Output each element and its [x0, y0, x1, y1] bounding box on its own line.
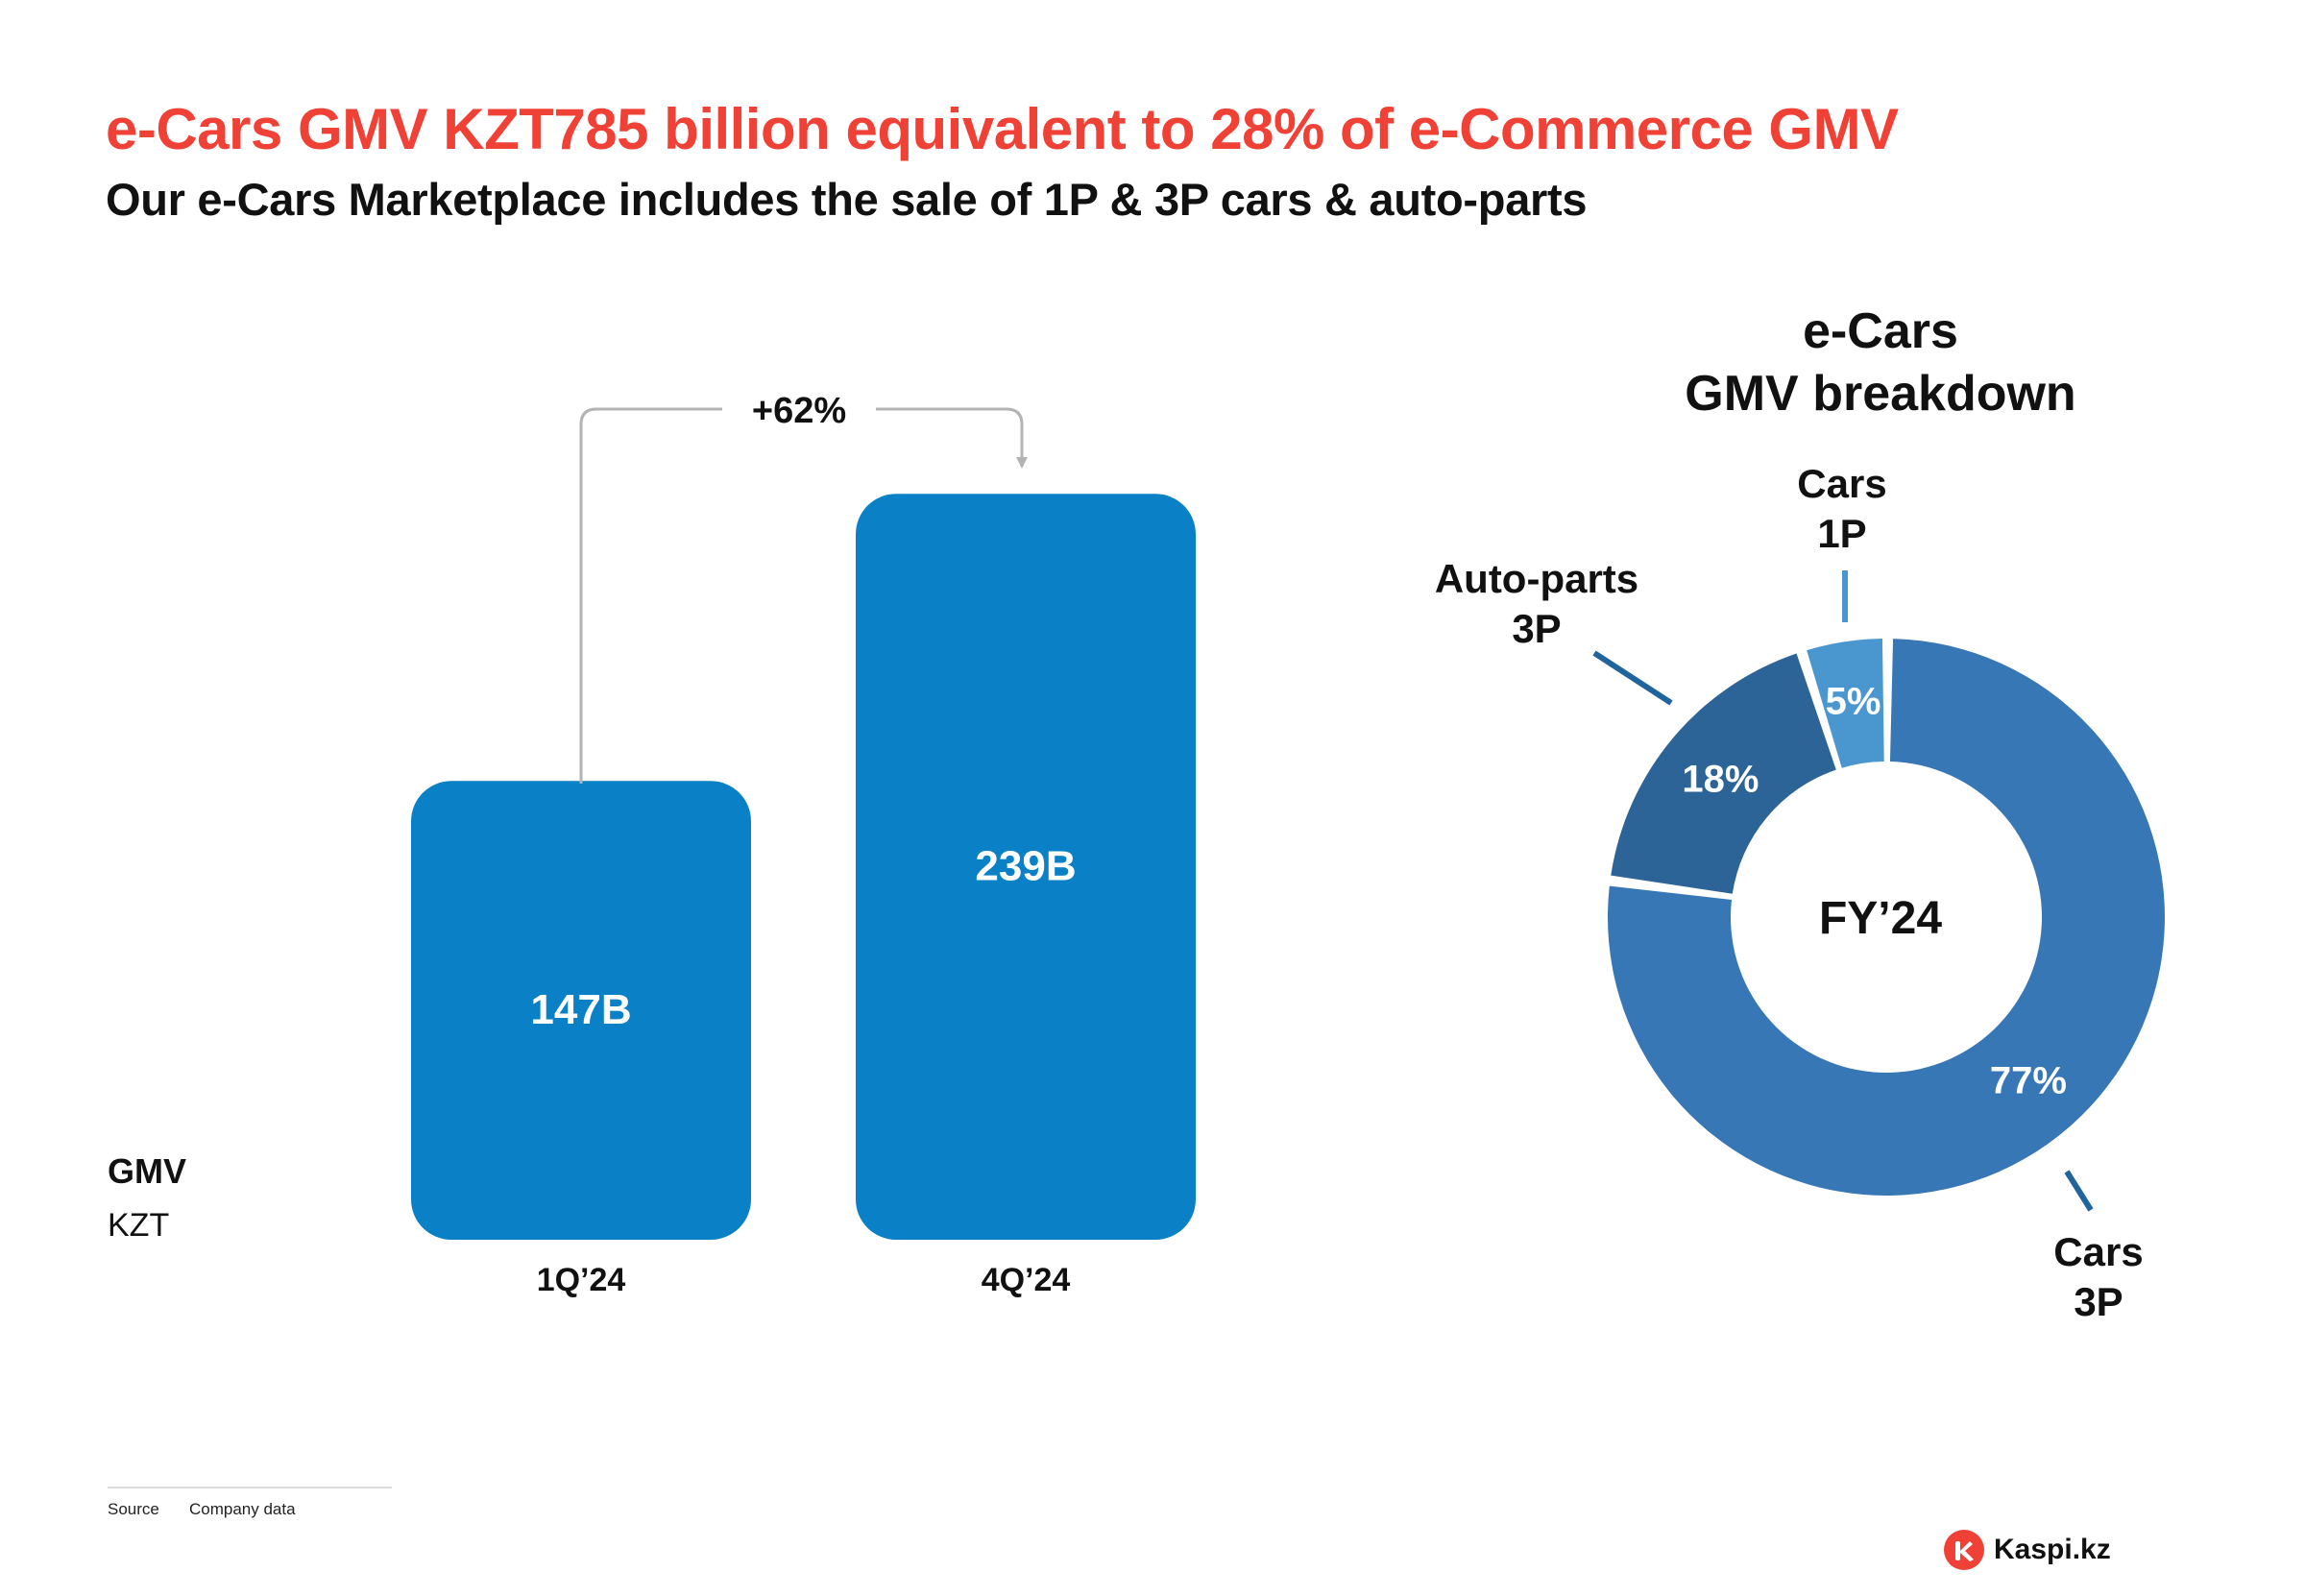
y-axis-label: GMV: [108, 1151, 186, 1191]
x-tick-label-1: 4Q’24: [982, 1262, 1071, 1298]
donut-category-label-line2-1: 3P: [1512, 606, 1561, 651]
donut-slice-2: [1807, 639, 1884, 768]
donut-category-label-line1-0: Cars: [2053, 1229, 2143, 1274]
y-axis-unit: KZT: [108, 1207, 169, 1244]
kaspi-logo: Kaspi.kz: [1944, 1529, 2111, 1571]
source-divider: [108, 1487, 392, 1488]
bar-1: [856, 494, 1196, 1240]
bar-0: [411, 781, 751, 1240]
bar-value-label-1: 239B: [975, 843, 1076, 890]
donut-center-label: FY’24: [1819, 893, 1942, 944]
donut-leader-line-1: [1592, 650, 1673, 706]
donut-pct-label-2: 5%: [1826, 681, 1881, 723]
growth-arrow: [579, 407, 1022, 784]
donut-category-label-line2-2: 1P: [1817, 511, 1866, 556]
donut-title-line2: GMV breakdown: [1685, 366, 2075, 422]
gmv-breakdown-donut-chart: e-Cars GMV breakdown 77% Cars 3P 18% Auto-pa…: [1435, 303, 2165, 1324]
x-tick-label-0: 1Q’24: [537, 1262, 626, 1298]
donut-pct-label-1: 18%: [1682, 759, 1759, 801]
donut-slice-1: [1611, 653, 1836, 894]
donut-slice-0: [1607, 639, 2165, 1196]
page-title: e-Cars GMV KZT785 billion equivalent to …: [106, 97, 1899, 161]
donut-pct-label-0: 77%: [1990, 1060, 2067, 1102]
donut-category-label-line1-1: Auto-parts: [1435, 556, 1638, 601]
source-text: Company data: [189, 1500, 296, 1518]
donut-category-label-line2-0: 3P: [2074, 1279, 2123, 1324]
page-subtitle: Our e-Cars Marketplace includes the sale…: [106, 174, 1588, 225]
source-label: Source: [108, 1500, 159, 1518]
donut-category-label-line1-2: Cars: [1797, 461, 1886, 506]
bar-value-label-0: 147B: [530, 986, 631, 1033]
brand-name: Kaspi.kz: [1994, 1534, 2111, 1565]
growth-annotation: +62%: [752, 391, 846, 431]
gmv-bar-chart: 147B 1Q’24 239B 4Q’24 GMV KZT +62%: [108, 391, 1196, 1298]
donut-title-line1: e-Cars: [1803, 303, 1958, 359]
donut-leader-line-0: [2064, 1170, 2094, 1212]
kaspi-logo-icon: [1944, 1530, 1984, 1570]
